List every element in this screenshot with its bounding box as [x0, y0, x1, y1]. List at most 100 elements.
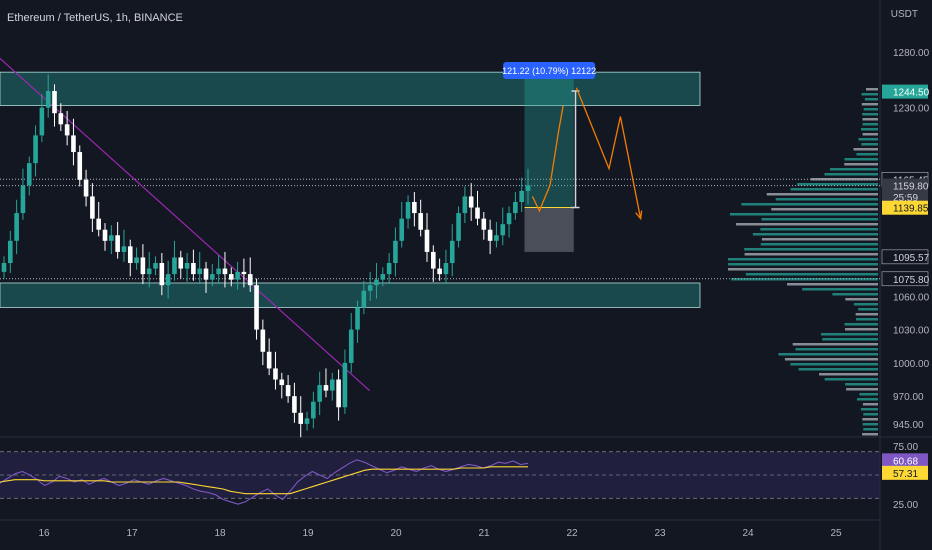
- volume-profile-bar: [861, 128, 878, 131]
- currency-label: USDT: [890, 9, 918, 20]
- time-tick: 18: [214, 528, 226, 539]
- candle-body: [329, 379, 335, 391]
- price-tick: 1230.00: [893, 104, 930, 115]
- volume-profile-bar: [824, 378, 878, 381]
- volume-profile-bar: [784, 358, 878, 361]
- candle-body: [386, 263, 392, 275]
- volume-profile-bar: [822, 338, 878, 341]
- candle-body: [323, 385, 329, 391]
- candle-body: [216, 268, 221, 275]
- volume-profile-bar: [853, 148, 878, 151]
- price-badge-label: 1139.85: [893, 204, 929, 215]
- price-tick: 1030.00: [893, 326, 930, 337]
- volume-profile-bar: [820, 333, 878, 336]
- position-target-zone: [524, 72, 574, 208]
- volume-profile-bar: [845, 383, 878, 386]
- volume-profile-bar: [832, 293, 878, 296]
- candle-body: [20, 185, 26, 214]
- volume-profile-bar: [790, 188, 878, 191]
- candle-body: [45, 91, 51, 108]
- volume-profile-bar: [829, 168, 878, 171]
- time-tick: 19: [302, 528, 314, 539]
- candle-body: [1, 263, 7, 272]
- candle-body: [519, 190, 524, 202]
- resistance-zone: [0, 71, 701, 106]
- volume-profile-bar: [745, 273, 878, 276]
- candle-body: [210, 274, 215, 280]
- candle-body: [317, 385, 322, 402]
- volume-profile-bar: [728, 268, 878, 271]
- time-tick: 17: [126, 528, 138, 539]
- candle-body: [424, 229, 430, 252]
- candle-body: [437, 268, 442, 275]
- candle-body: [468, 196, 474, 208]
- rsi-tick: 75.00: [893, 442, 918, 453]
- price-badge: [881, 249, 929, 265]
- time-tick: 25: [830, 528, 842, 539]
- rsi-badge: [882, 453, 928, 468]
- volume-profile-bar: [845, 328, 878, 331]
- price-badge-label: 1159.80: [893, 182, 929, 193]
- candle-body: [127, 246, 133, 264]
- price-badge: [882, 189, 928, 204]
- price-badge-label: 1075.80: [893, 275, 930, 286]
- volume-profile-bar: [792, 343, 878, 346]
- price-badge-label: 25:59: [893, 193, 918, 204]
- candle-body: [159, 263, 165, 286]
- volume-profile-bar: [862, 433, 878, 436]
- candle-body: [367, 285, 373, 291]
- candle-body: [462, 196, 468, 214]
- volume-profile-bar: [853, 303, 878, 306]
- candle-body: [121, 246, 127, 252]
- candle-body: [197, 268, 203, 275]
- time-tick: 22: [566, 528, 578, 539]
- volume-profile-bar: [761, 238, 878, 241]
- volume-profile-bar: [729, 213, 878, 216]
- candle-body: [90, 196, 95, 219]
- candle-body: [184, 263, 190, 269]
- price-tick: 945.00: [893, 420, 924, 431]
- volume-profile-bar: [845, 298, 878, 301]
- volume-profile-bar: [865, 88, 878, 91]
- candle-body: [83, 179, 89, 197]
- candle-body: [191, 263, 196, 275]
- price-badge: [882, 200, 928, 215]
- candle-body: [393, 240, 398, 264]
- candle-body: [481, 218, 487, 230]
- candle-body: [115, 235, 120, 252]
- volume-profile-bar: [744, 253, 878, 256]
- price-badge-label: 1095.57: [893, 253, 930, 264]
- volume-profile-bar: [856, 153, 878, 156]
- candle-body: [500, 224, 506, 236]
- position-label-box: [503, 62, 596, 79]
- candle-body: [266, 351, 272, 369]
- candle-body: [228, 274, 234, 280]
- candle-body: [298, 412, 304, 424]
- volume-profile-bar: [741, 203, 878, 206]
- candle-body: [109, 235, 114, 241]
- volume-profile-bar: [760, 228, 878, 231]
- volume-profile-bar: [778, 353, 878, 356]
- price-tick: 970.00: [893, 392, 924, 403]
- candle-body: [348, 329, 354, 363]
- candle-body: [431, 251, 436, 269]
- price-badge: [882, 178, 928, 193]
- candle-body: [456, 213, 461, 241]
- volume-profile-bar: [744, 248, 878, 251]
- volume-profile-bar: [787, 283, 878, 286]
- volume-profile-bar: [856, 318, 878, 321]
- candle-body: [26, 163, 32, 186]
- projection-path-1: [531, 105, 564, 213]
- volume-profile-bar: [844, 163, 878, 166]
- volume-profile-bar: [861, 143, 878, 146]
- volume-profile-bar: [760, 243, 878, 246]
- price-tick: 1280.00: [893, 48, 930, 59]
- candle-body: [487, 229, 493, 241]
- volume-profile-bar: [846, 388, 878, 391]
- candle-body: [285, 385, 291, 397]
- candle-body: [355, 307, 360, 330]
- candle-body: [153, 263, 158, 269]
- candle-body: [292, 396, 297, 413]
- rsi-tick: 25.00: [893, 500, 918, 511]
